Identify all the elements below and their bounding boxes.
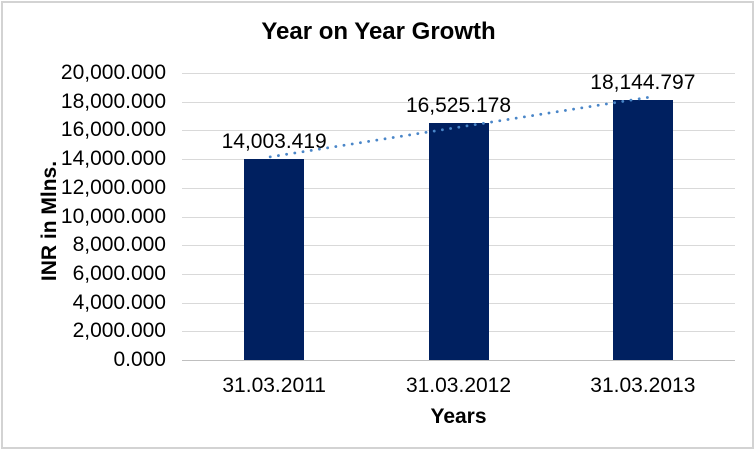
- x-axis-title: Years: [430, 405, 487, 428]
- chart-title: Year on Year Growth: [261, 18, 496, 45]
- gridline: [182, 73, 735, 74]
- y-tick-label: 8,000.000: [72, 233, 166, 257]
- y-tick-label: 2,000.000: [72, 319, 166, 343]
- x-tick-label: 31.03.2013: [590, 374, 696, 397]
- y-tick-label: 6,000.000: [72, 261, 166, 285]
- y-tick-label: 20,000.000: [60, 61, 166, 84]
- x-tick-label: 31.03.2011: [222, 374, 326, 397]
- y-tick-label: 14,000.000: [60, 147, 166, 171]
- y-tick-label: 10,000.000: [60, 204, 166, 228]
- bar: [244, 159, 305, 360]
- x-tick-label: 31.03.2012: [405, 374, 512, 397]
- y-tick-label: 0.000: [113, 348, 166, 371]
- bar-value-label: 16,525.178: [405, 93, 512, 117]
- y-tick-label: 4,000.000: [72, 290, 166, 314]
- y-tick-label: 16,000.000: [60, 118, 166, 142]
- bar-value-label: 18,144.797: [590, 70, 696, 94]
- bar: [428, 122, 489, 360]
- y-tick-label: 18,000.000: [60, 89, 166, 113]
- y-tick-label: 12,000.000: [60, 175, 166, 199]
- bar-value-label: 14,003.419: [221, 130, 327, 154]
- bar: [612, 99, 673, 360]
- x-axis-line: [182, 360, 735, 361]
